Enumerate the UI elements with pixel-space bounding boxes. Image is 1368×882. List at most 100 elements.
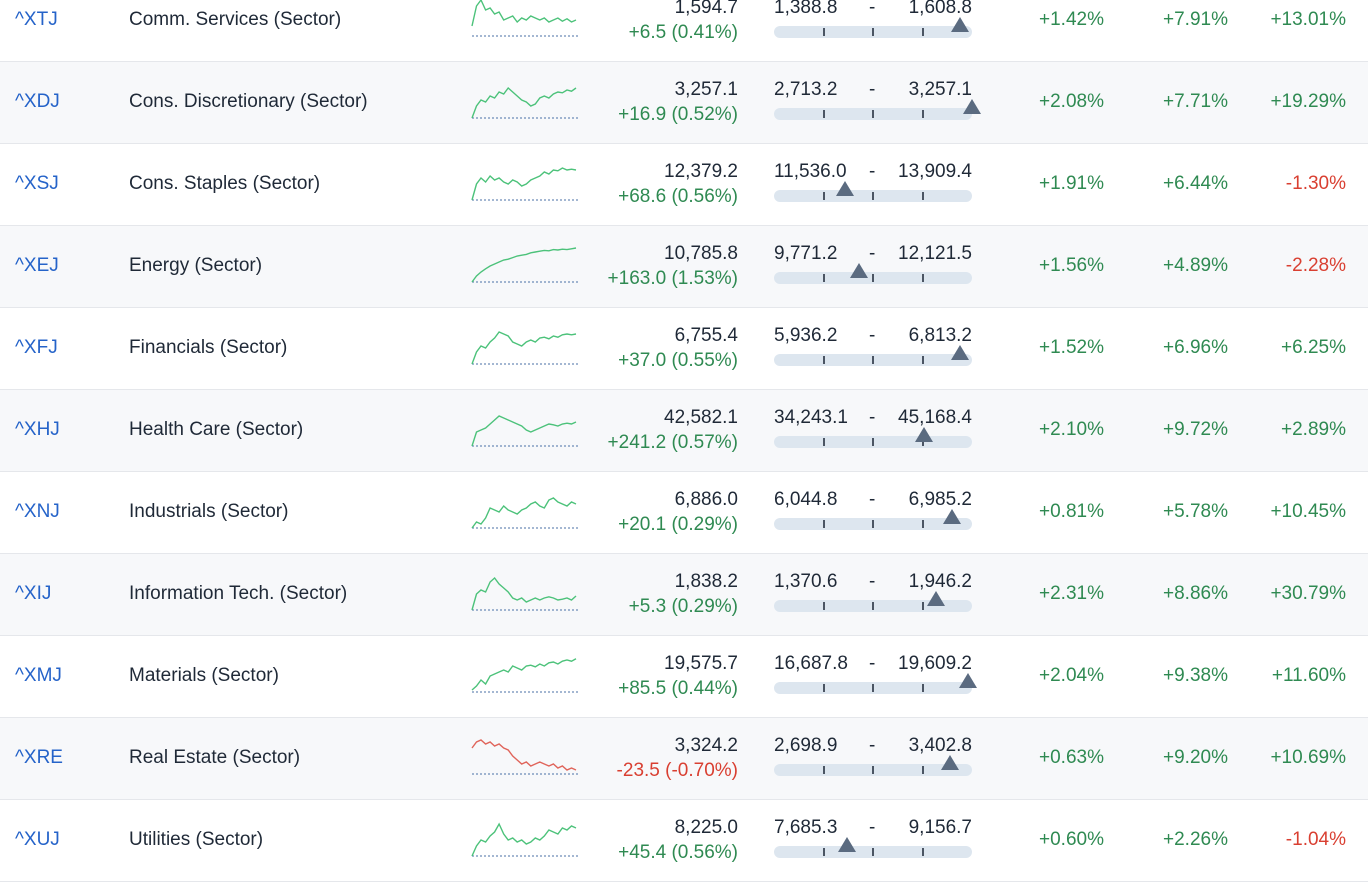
range-separator: - xyxy=(869,161,876,182)
sparkline-line xyxy=(471,86,577,119)
price-change: +85.5 (0.44%) xyxy=(618,678,738,699)
sparkline-line xyxy=(471,167,577,201)
symbol-link[interactable]: ^XUJ xyxy=(15,829,60,850)
last-price: 10,785.8 xyxy=(664,243,738,264)
table-row[interactable]: ^XTJ Comm. Services (Sector) 1,594.7 +6.5 (… xyxy=(0,0,1368,62)
symbol-link[interactable]: ^XRE xyxy=(15,747,63,768)
range-tick xyxy=(921,766,924,774)
sparkline xyxy=(471,415,578,447)
sparkline xyxy=(471,247,578,283)
range-low: 2,698.9 xyxy=(774,735,838,756)
range-separator: - xyxy=(869,407,876,428)
sparkline-line xyxy=(471,331,577,365)
range-separator: - xyxy=(869,489,876,510)
range-tick xyxy=(822,192,825,200)
performance-3: +10.45% xyxy=(1270,501,1346,522)
index-name: Cons. Staples (Sector) xyxy=(129,173,321,194)
range-separator: - xyxy=(869,79,876,100)
symbol-link[interactable]: ^XDJ xyxy=(15,91,60,112)
sparkline-line xyxy=(471,576,577,611)
range-high: 6,985.2 xyxy=(908,489,972,510)
range-bar xyxy=(774,99,981,120)
symbol-link[interactable]: ^XEJ xyxy=(15,255,59,276)
range-tick xyxy=(872,192,874,200)
symbol-link[interactable]: ^XTJ xyxy=(15,9,58,30)
range-low: 11,536.0 xyxy=(774,161,847,182)
range-high: 12,121.5 xyxy=(898,243,972,264)
performance-2: +6.44% xyxy=(1163,173,1228,194)
range-marker xyxy=(951,345,970,360)
range-low: 1,388.8 xyxy=(774,0,838,18)
range-separator: - xyxy=(869,0,876,18)
range-high: 13,909.4 xyxy=(898,161,972,182)
performance-1: +2.08% xyxy=(1039,91,1104,112)
symbol-link[interactable]: ^XSJ xyxy=(15,173,59,194)
range-tick xyxy=(822,848,825,856)
range-low: 2,713.2 xyxy=(774,79,838,100)
index-name: Industrials (Sector) xyxy=(129,501,289,522)
table-row[interactable]: ^XDJ Cons. Discretionary (Sector) 3,257.1 +… xyxy=(0,62,1368,144)
index-name: Materials (Sector) xyxy=(129,665,279,686)
performance-3: +6.25% xyxy=(1281,337,1346,358)
range-tick xyxy=(872,28,874,36)
range-marker xyxy=(959,673,978,688)
range-tick xyxy=(921,684,924,692)
performance-3: -2.28% xyxy=(1285,255,1346,276)
table-row[interactable]: ^XSJ Cons. Staples (Sector) 12,379.2 +68.6 … xyxy=(0,144,1368,226)
range-marker xyxy=(927,591,946,606)
sparkline-line xyxy=(471,739,577,771)
table-row[interactable]: ^XUJ Utilities (Sector) 8,225.0 +45.4 (0.56… xyxy=(0,800,1368,882)
range-tick xyxy=(872,438,874,446)
range-bar xyxy=(774,591,972,612)
range-separator: - xyxy=(869,325,876,346)
price-change: +241.2 (0.57%) xyxy=(607,432,738,453)
performance-2: +2.26% xyxy=(1163,829,1228,850)
range-marker xyxy=(943,509,962,524)
table-row[interactable]: ^XMJ Materials (Sector) 19,575.7 +85.5 (0.4… xyxy=(0,636,1368,718)
range-high: 1,608.8 xyxy=(908,0,972,18)
performance-1: +1.52% xyxy=(1039,337,1104,358)
performance-2: +9.20% xyxy=(1163,747,1228,768)
table-row[interactable]: ^XNJ Industrials (Sector) 6,886.0 +20.1 (0.… xyxy=(0,472,1368,554)
performance-3: +10.69% xyxy=(1270,747,1346,768)
table-row[interactable]: ^XHJ Health Care (Sector) 42,582.1 +241.2 (… xyxy=(0,390,1368,472)
range-tick xyxy=(921,356,924,364)
range-high: 45,168.4 xyxy=(898,407,972,428)
range-low: 6,044.8 xyxy=(774,489,838,510)
performance-2: +5.78% xyxy=(1163,501,1228,522)
sparkline xyxy=(471,576,578,611)
last-price: 3,257.1 xyxy=(674,79,738,100)
range-bar xyxy=(774,181,972,202)
price-change: +68.6 (0.56%) xyxy=(618,186,738,207)
performance-3: +2.89% xyxy=(1281,419,1346,440)
performance-3: +30.79% xyxy=(1270,583,1346,604)
range-tick xyxy=(872,110,874,118)
performance-1: +1.42% xyxy=(1039,9,1104,30)
symbol-link[interactable]: ^XFJ xyxy=(15,337,58,358)
range-tick xyxy=(872,520,874,528)
range-separator: - xyxy=(869,653,876,674)
table-row[interactable]: ^XFJ Financials (Sector) 6,755.4 +37.0 (0.5… xyxy=(0,308,1368,390)
performance-1: +0.81% xyxy=(1039,501,1104,522)
index-name: Comm. Services (Sector) xyxy=(129,9,342,30)
range-tick xyxy=(822,766,825,774)
symbol-link[interactable]: ^XHJ xyxy=(15,419,60,440)
range-bar xyxy=(774,345,972,366)
range-marker xyxy=(951,17,970,32)
symbol-link[interactable]: ^XNJ xyxy=(15,501,60,522)
price-change: +6.5 (0.41%) xyxy=(628,22,738,43)
price-change: +5.3 (0.29%) xyxy=(628,596,738,617)
sparkline-line xyxy=(471,0,577,27)
performance-2: +4.89% xyxy=(1163,255,1228,276)
symbol-link[interactable]: ^XMJ xyxy=(15,665,62,686)
performance-2: +7.91% xyxy=(1163,9,1228,30)
performance-1: +0.63% xyxy=(1039,747,1104,768)
symbol-link[interactable]: ^XIJ xyxy=(15,583,52,604)
range-separator: - xyxy=(869,735,876,756)
range-separator: - xyxy=(869,243,876,264)
table-row[interactable]: ^XRE Real Estate (Sector) 3,324.2 -23.5 (-0… xyxy=(0,718,1368,800)
table-row[interactable]: ^XIJ Information Tech. (Sector) 1,838.2 +5.… xyxy=(0,554,1368,636)
sparkline xyxy=(471,739,578,775)
table-row[interactable]: ^XEJ Energy (Sector) 10,785.8 +163.0 (1.53%… xyxy=(0,226,1368,308)
range-tick xyxy=(921,848,924,856)
